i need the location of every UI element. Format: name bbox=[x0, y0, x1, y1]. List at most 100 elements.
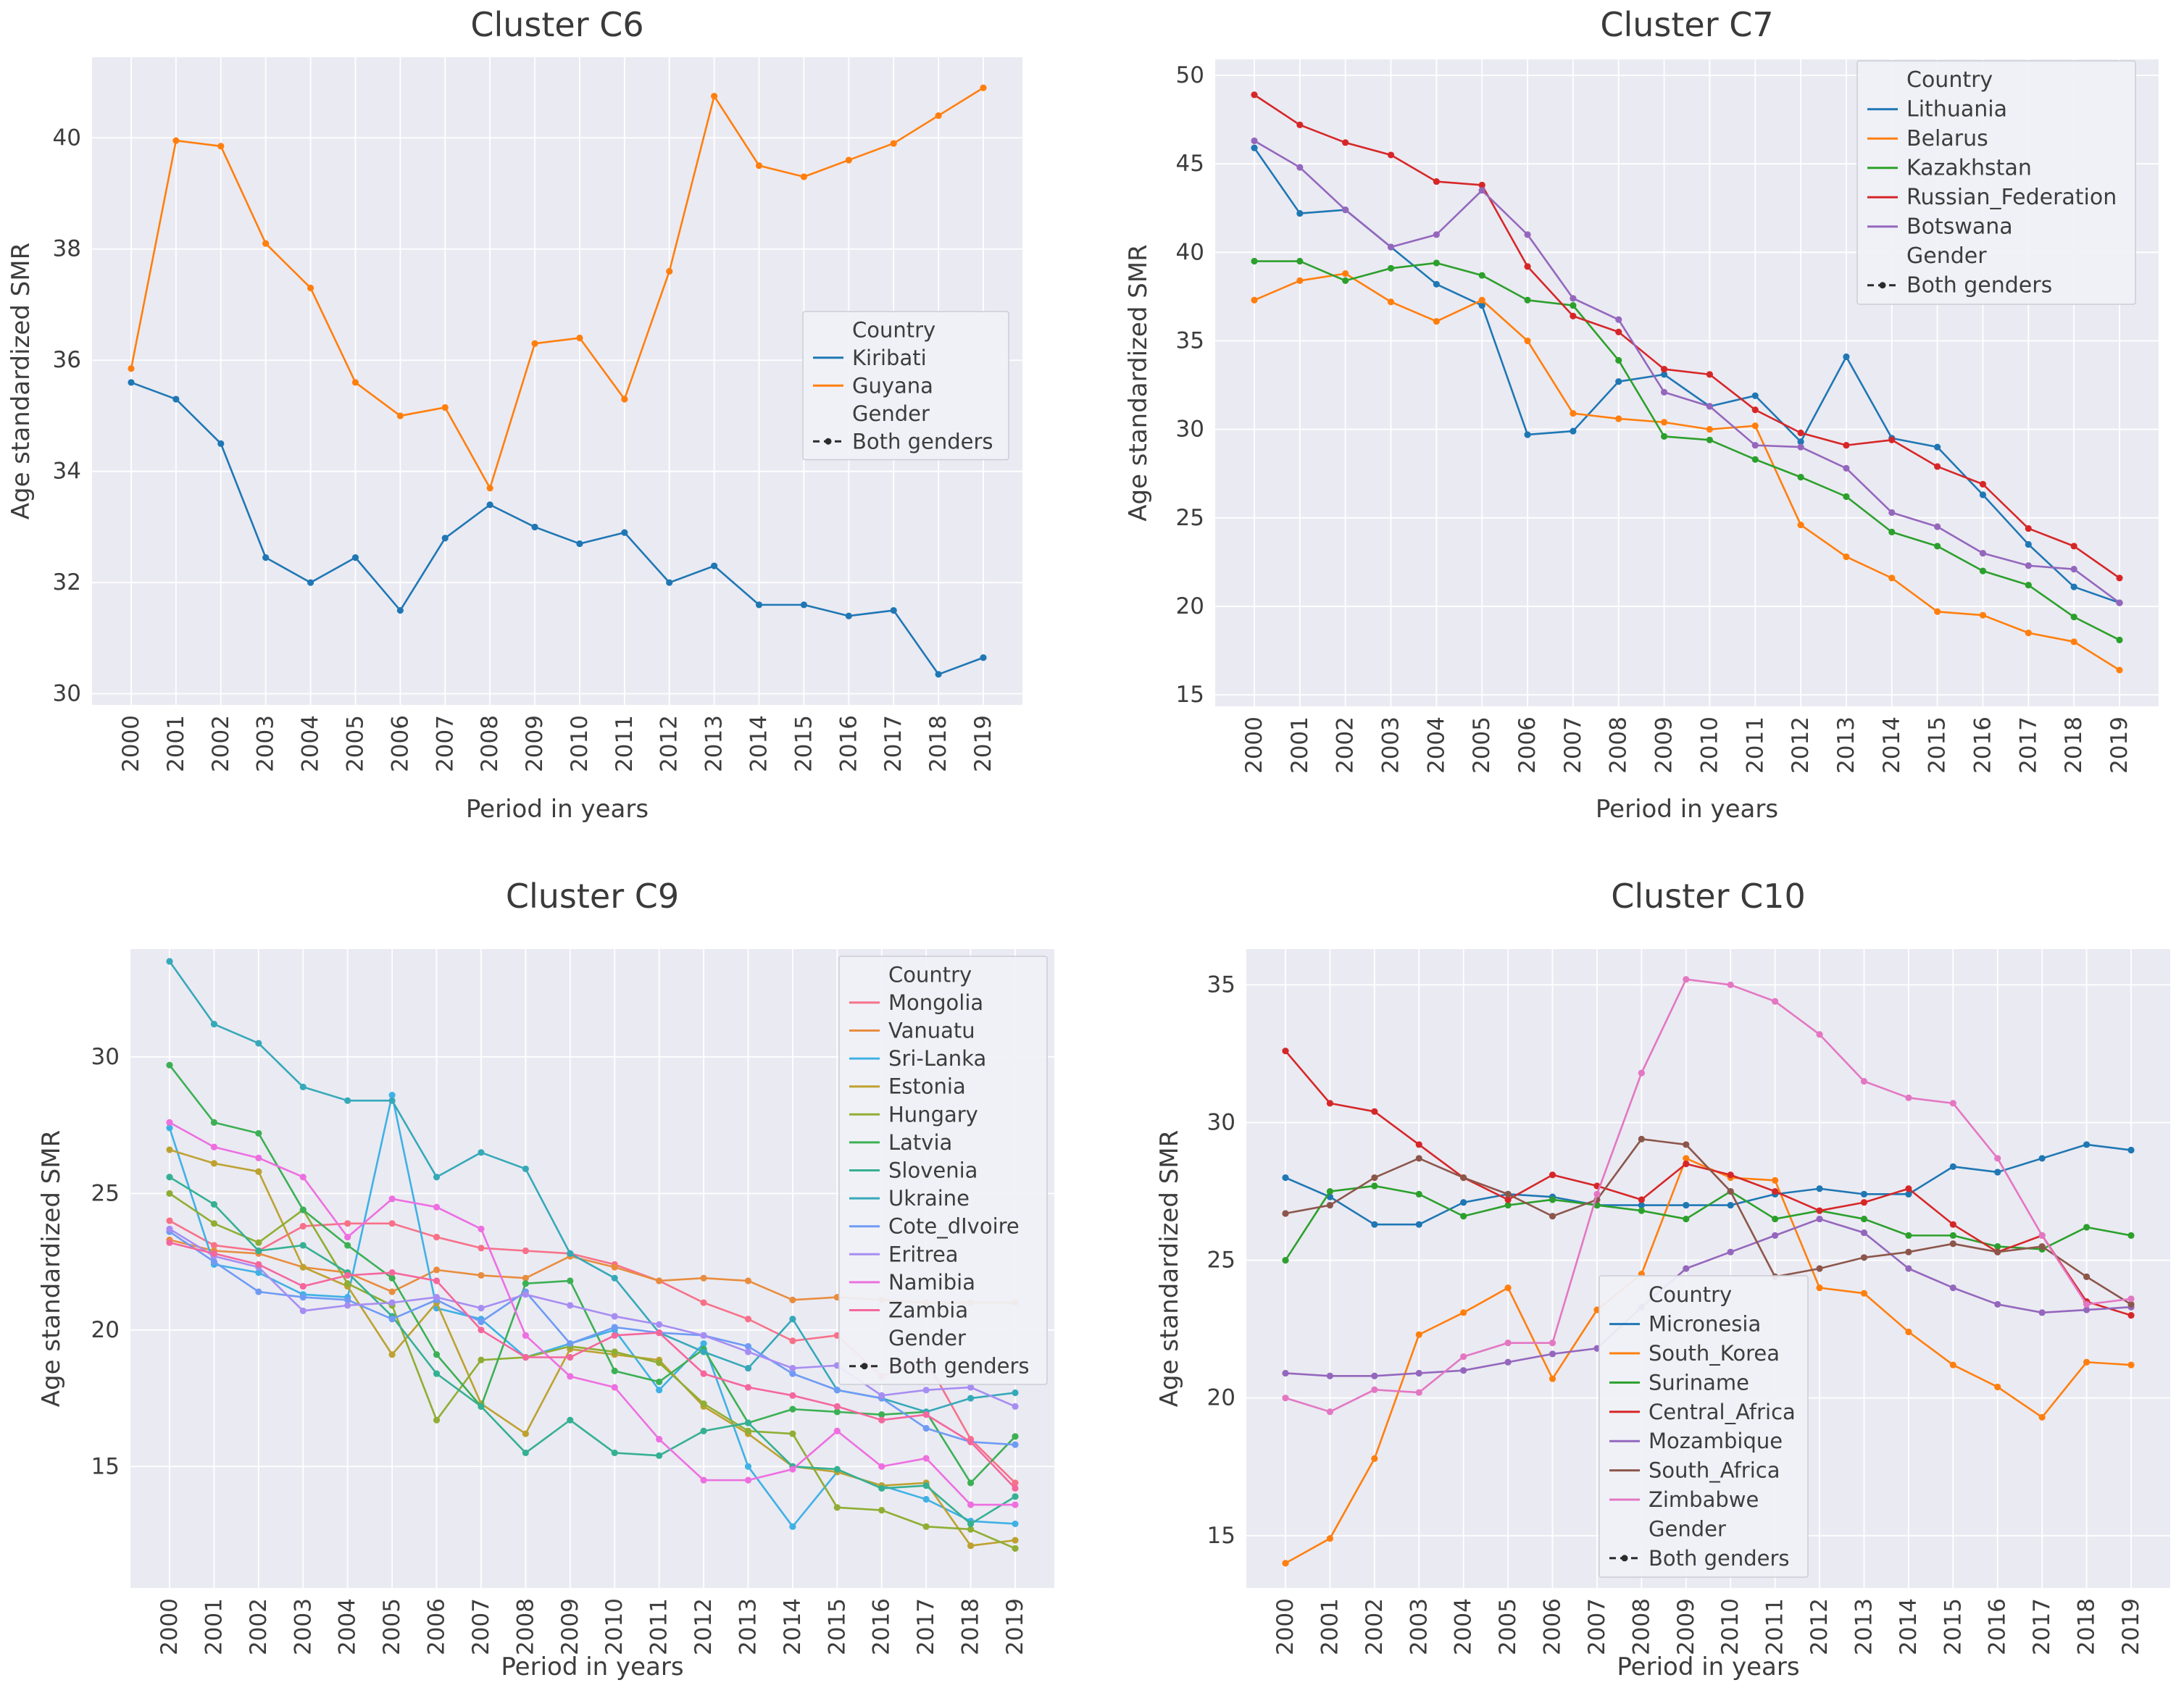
chart-cluster-c6: 30 32 34 36 38 40 2000 2001 2002 2003 2004 2005 2006… bbox=[0, 0, 1092, 844]
data-point bbox=[1706, 436, 1714, 443]
chart-canvas-c6: 30 32 34 36 38 40 2000 2001 2002 2003 2004 2005 2006… bbox=[7, 5, 1022, 824]
data-point bbox=[922, 1523, 930, 1530]
data-point bbox=[433, 1416, 441, 1424]
data-point bbox=[1549, 1171, 1556, 1179]
data-point bbox=[789, 1296, 796, 1303]
data-point bbox=[486, 485, 493, 492]
data-point bbox=[967, 1395, 975, 1402]
data-point bbox=[2070, 566, 2077, 573]
y-tick-labels: 15 20 25 30 bbox=[91, 1044, 120, 1479]
data-point bbox=[1905, 1248, 1912, 1255]
legend-item-Central_Africa: Central_Africa bbox=[1609, 1400, 1796, 1424]
data-point bbox=[567, 1277, 574, 1284]
data-point bbox=[744, 1348, 752, 1355]
x-tick-label: 2007 bbox=[432, 715, 458, 772]
data-point bbox=[1524, 263, 1531, 270]
data-point bbox=[1816, 1207, 1823, 1214]
data-point bbox=[255, 1040, 262, 1047]
series-line-Mozambique bbox=[1284, 1218, 2133, 1377]
y-tick-label: 40 bbox=[1176, 239, 1204, 265]
data-point bbox=[1751, 456, 1759, 463]
data-point bbox=[344, 1271, 351, 1279]
series-Zambia bbox=[166, 1239, 1019, 1492]
data-point bbox=[128, 379, 135, 386]
x-tick-label: 2018 bbox=[925, 715, 951, 772]
x-tick-label: 2000 bbox=[118, 715, 144, 772]
y-tick-label: 36 bbox=[53, 347, 81, 373]
data-point bbox=[1570, 427, 1577, 435]
data-point bbox=[128, 365, 135, 372]
data-point bbox=[922, 1482, 930, 1489]
data-point bbox=[1660, 371, 1668, 378]
data-point bbox=[1296, 257, 1304, 265]
legend-item-Micronesia: Micronesia bbox=[1609, 1312, 1761, 1337]
data-point bbox=[2083, 1141, 2091, 1148]
y-tick-label: 30 bbox=[91, 1044, 120, 1070]
x-tick-label: 2002 bbox=[246, 1598, 272, 1655]
data-point bbox=[1524, 337, 1531, 345]
data-point bbox=[967, 1542, 975, 1550]
series-markers-Botswana bbox=[1251, 137, 2123, 606]
data-point bbox=[789, 1370, 796, 1377]
data-point bbox=[1660, 388, 1668, 396]
x-tick-label: 2005 bbox=[379, 1598, 405, 1655]
data-point bbox=[2025, 630, 2032, 637]
data-point bbox=[478, 1149, 485, 1156]
data-point bbox=[611, 1274, 618, 1282]
data-point bbox=[478, 1271, 485, 1279]
series-Kiribati bbox=[128, 379, 987, 678]
data-point bbox=[744, 1277, 752, 1284]
x-axis-label: Period in years bbox=[501, 1653, 683, 1681]
data-point bbox=[166, 1174, 173, 1181]
legend-label: Both genders bbox=[852, 429, 993, 454]
legend-label: Belarus bbox=[1906, 126, 1988, 151]
y-tick-label: 30 bbox=[1207, 1110, 1235, 1136]
data-point bbox=[388, 1299, 396, 1306]
data-point bbox=[2025, 562, 2032, 569]
data-point bbox=[845, 612, 852, 619]
series-Russian_Federation bbox=[1251, 91, 2123, 582]
data-point bbox=[255, 1129, 262, 1137]
x-tick-label: 2000 bbox=[1241, 716, 1267, 774]
data-point bbox=[1843, 353, 1850, 361]
data-point bbox=[878, 1392, 885, 1399]
legend-item-Both-genders: Both genders bbox=[1867, 272, 2052, 298]
data-point bbox=[1949, 1221, 1956, 1228]
data-point bbox=[1342, 270, 1349, 277]
data-point bbox=[833, 1427, 841, 1434]
data-point bbox=[789, 1392, 796, 1399]
data-point bbox=[1012, 1493, 1019, 1500]
legend-item-Gender: Gender bbox=[1649, 1516, 1726, 1541]
data-point bbox=[1326, 1534, 1334, 1542]
legend-item-Kazakhstan: Kazakhstan bbox=[1867, 155, 2032, 180]
data-point bbox=[922, 1424, 930, 1432]
data-point bbox=[744, 1342, 752, 1350]
x-tick-label: 2003 bbox=[290, 1598, 316, 1655]
data-point bbox=[878, 1411, 885, 1418]
legend-box bbox=[1599, 1275, 1809, 1578]
data-point bbox=[1282, 1369, 1289, 1377]
chart-title: Cluster C10 bbox=[1611, 877, 1806, 916]
series-Belarus bbox=[1251, 270, 2123, 674]
x-axis-label: Period in years bbox=[466, 795, 649, 824]
legend: Country Micronesia South_Korea Suriname Cent… bbox=[1599, 1275, 1809, 1578]
data-point bbox=[1504, 1201, 1512, 1209]
data-point bbox=[1615, 356, 1622, 364]
data-point bbox=[166, 1146, 173, 1153]
data-point bbox=[935, 671, 942, 678]
y-tick-label: 25 bbox=[1207, 1248, 1235, 1274]
x-tick-label: 2018 bbox=[2061, 716, 2087, 774]
x-tick-label: 2010 bbox=[1717, 1598, 1743, 1655]
series-line-Belarus bbox=[1253, 272, 2121, 672]
legend-label: Hungary bbox=[888, 1102, 978, 1127]
data-point bbox=[396, 412, 404, 419]
data-point bbox=[1934, 443, 1941, 451]
series-Namibia bbox=[166, 1119, 1019, 1508]
data-point bbox=[166, 1225, 173, 1232]
data-point bbox=[2070, 543, 2077, 550]
data-point bbox=[744, 1316, 752, 1323]
data-point bbox=[621, 529, 628, 536]
legend-item-Country: Country bbox=[1649, 1282, 1732, 1307]
data-point bbox=[1012, 1484, 1019, 1492]
y-tick-label: 35 bbox=[1176, 327, 1204, 354]
